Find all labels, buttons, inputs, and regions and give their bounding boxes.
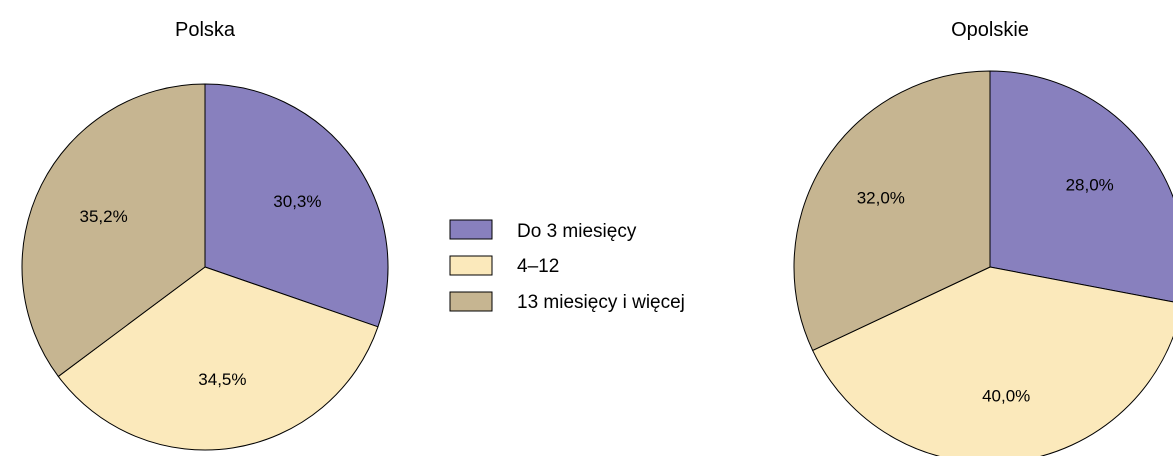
- pie-slice-4-12: [812, 266, 1173, 456]
- pie-chart-polska: Polska 30,3% 34,5% 35,2%: [21, 19, 389, 451]
- legend-item: 4–12: [449, 255, 559, 277]
- legend-swatch-13-miesiecy-i-wiecej: [449, 291, 493, 312]
- legend-swatch-4-12: [449, 255, 493, 276]
- pie-chart-opolskie: Opolskie 28,0% 40,0% 32,0%: [793, 19, 1173, 456]
- slice-value-label: 35,2%: [79, 207, 127, 226]
- legend-item: Do 3 miesięcy: [449, 219, 637, 242]
- legend-item: 13 miesięcy i więcej: [449, 291, 685, 313]
- legend-swatch-do-3-miesiecy: [449, 219, 493, 240]
- slice-value-label: 34,5%: [198, 370, 246, 389]
- slice-value-label: 40,0%: [982, 386, 1030, 405]
- slice-value-label: 32,0%: [857, 189, 905, 208]
- pie-slice-do-3-miesiecy: [989, 70, 1173, 303]
- legend-label: 13 miesięcy i więcej: [517, 292, 685, 313]
- chart-title-polska: Polska: [175, 19, 236, 41]
- chart-title-opolskie: Opolskie: [951, 19, 1029, 41]
- legend-label: 4–12: [517, 256, 559, 277]
- pie-slice-4-12: [57, 266, 379, 451]
- legend-label: Do 3 miesięcy: [517, 221, 637, 242]
- pie-slice-13-miesiecy-i-wiecej: [793, 70, 991, 351]
- slice-value-label: 30,3%: [273, 192, 321, 211]
- pie-slice-do-3-miesiecy: [204, 83, 389, 328]
- pie-slice-13-miesiecy-i-wiecej: [21, 83, 206, 377]
- slice-value-label: 28,0%: [1066, 176, 1114, 195]
- legend: Do 3 miesięcy 4–12 13 miesięcy i więcej: [449, 219, 685, 313]
